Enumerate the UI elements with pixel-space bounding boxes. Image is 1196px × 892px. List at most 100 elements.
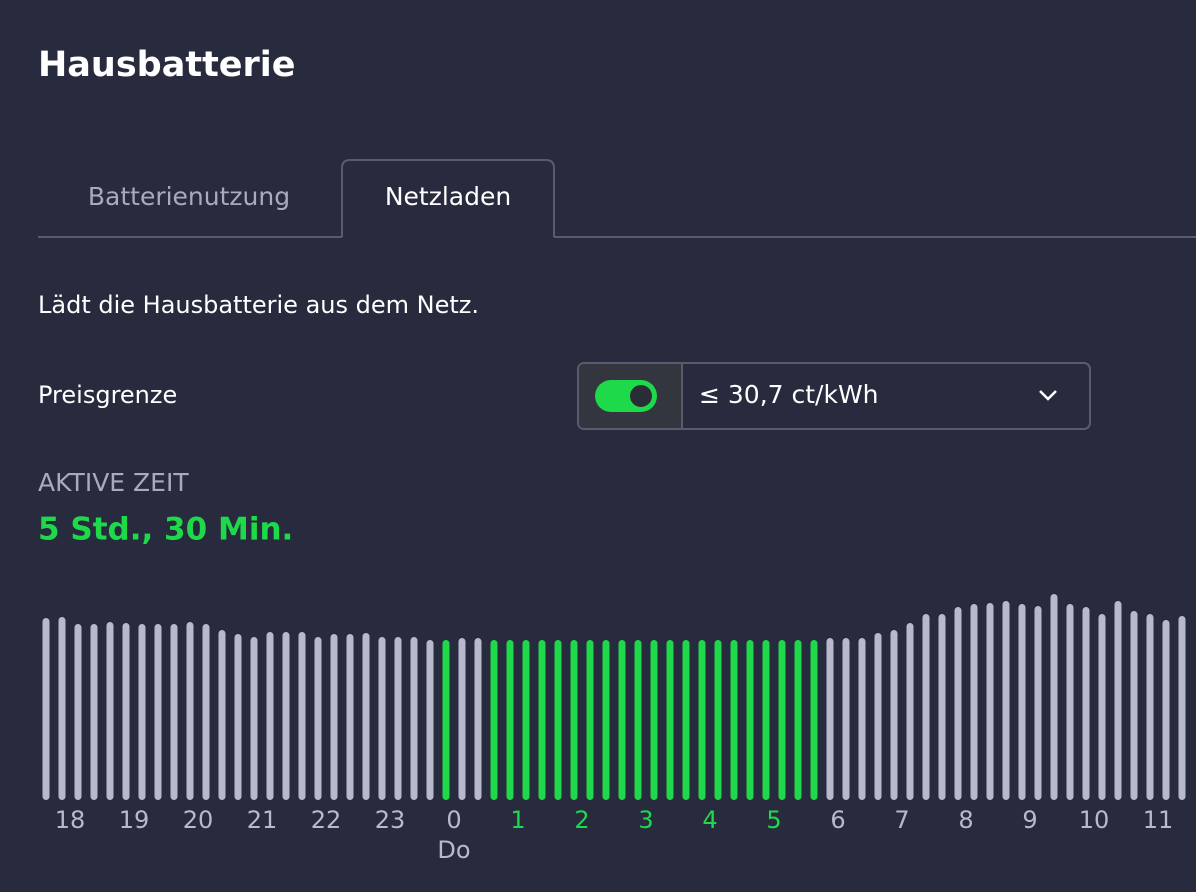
bar — [730, 640, 738, 800]
bar — [1050, 594, 1058, 800]
x-tick-label: 1 — [510, 806, 525, 834]
tab[interactable]: Batterienutzung — [88, 182, 290, 211]
x-tick-label: 10 — [1079, 806, 1110, 834]
bar — [890, 630, 898, 800]
bar — [202, 624, 210, 800]
bar — [314, 637, 322, 800]
bar — [922, 614, 930, 800]
bar — [794, 640, 802, 800]
bar — [410, 637, 418, 800]
x-tick-label: 19 — [119, 806, 150, 834]
bar — [602, 640, 610, 800]
bar — [714, 640, 722, 800]
bar — [234, 634, 242, 800]
bar — [506, 640, 514, 800]
bar — [874, 633, 882, 800]
section-label: AKTIVE ZEIT — [38, 468, 189, 497]
bar — [170, 624, 178, 800]
x-tick-label: 23 — [375, 806, 406, 834]
x-tick-label: 4 — [702, 806, 717, 834]
bar — [682, 640, 690, 800]
bar — [1034, 606, 1042, 800]
bar — [282, 632, 290, 800]
x-tick-label: 9 — [1022, 806, 1037, 834]
bar — [778, 640, 786, 800]
bar — [842, 638, 850, 800]
x-tick-label: 5 — [766, 806, 781, 834]
bar — [986, 603, 994, 800]
bar — [522, 640, 530, 800]
x-tick-label: 22 — [311, 806, 342, 834]
bar — [1082, 607, 1090, 800]
bar — [618, 640, 626, 800]
bar — [266, 632, 274, 800]
bar — [938, 614, 946, 800]
bar — [458, 638, 466, 800]
bar — [538, 640, 546, 800]
bar — [90, 624, 98, 800]
bar — [362, 633, 370, 800]
bar — [698, 640, 706, 800]
bar — [554, 640, 562, 800]
x-tick-label: 2 — [574, 806, 589, 834]
bar — [1178, 616, 1186, 800]
x-tick-label: 7 — [894, 806, 909, 834]
bar — [42, 618, 50, 800]
description: Lädt die Hausbatterie aus dem Netz. — [38, 291, 479, 319]
bar — [474, 638, 482, 800]
x-tick-label: 3 — [638, 806, 653, 834]
bar — [906, 623, 914, 800]
bar — [154, 624, 162, 800]
bar — [378, 637, 386, 800]
price-control — [577, 362, 1091, 430]
x-tick-label: 20 — [183, 806, 214, 834]
day-label: Do — [437, 836, 470, 864]
bar — [490, 640, 498, 800]
bar — [954, 607, 962, 800]
bar — [970, 604, 978, 800]
bar — [1146, 614, 1154, 800]
bar — [858, 638, 866, 800]
x-tick-label: 0 — [446, 806, 461, 834]
bar — [106, 622, 114, 800]
bar — [650, 640, 658, 800]
x-tick-label: 21 — [247, 806, 278, 834]
bar — [1114, 601, 1122, 800]
bar — [586, 640, 594, 800]
toggle-knob — [630, 385, 652, 407]
select-value[interactable]: ≤ 30,7 ct/kWh — [699, 380, 879, 409]
bar — [138, 624, 146, 800]
active-tab-frame — [341, 159, 555, 237]
bar — [762, 640, 770, 800]
bar — [330, 634, 338, 800]
tab-active[interactable]: Netzladen — [385, 182, 511, 211]
active-time: 5 Std., 30 Min. — [38, 512, 293, 548]
x-tick-label: 11 — [1143, 806, 1174, 834]
bar — [250, 637, 258, 800]
bar — [394, 637, 402, 800]
bar — [570, 640, 578, 800]
x-tick-label: 18 — [55, 806, 86, 834]
chevron[interactable] — [1039, 390, 1057, 401]
bar — [1002, 601, 1010, 800]
bar — [346, 634, 354, 800]
bar — [298, 632, 306, 800]
bar — [74, 624, 82, 800]
bar — [1018, 604, 1026, 800]
bar — [810, 640, 818, 800]
x-tick-label: 8 — [958, 806, 973, 834]
bar — [1098, 614, 1106, 800]
bar — [666, 640, 674, 800]
bar — [1162, 620, 1170, 800]
bar — [426, 640, 434, 800]
bar — [1066, 604, 1074, 800]
page-title: Hausbatterie — [38, 45, 296, 85]
bar — [826, 638, 834, 800]
x-tick-label: 6 — [830, 806, 845, 834]
bar — [1130, 611, 1138, 800]
bar — [442, 640, 450, 800]
bar — [58, 617, 66, 800]
bar — [746, 640, 754, 800]
